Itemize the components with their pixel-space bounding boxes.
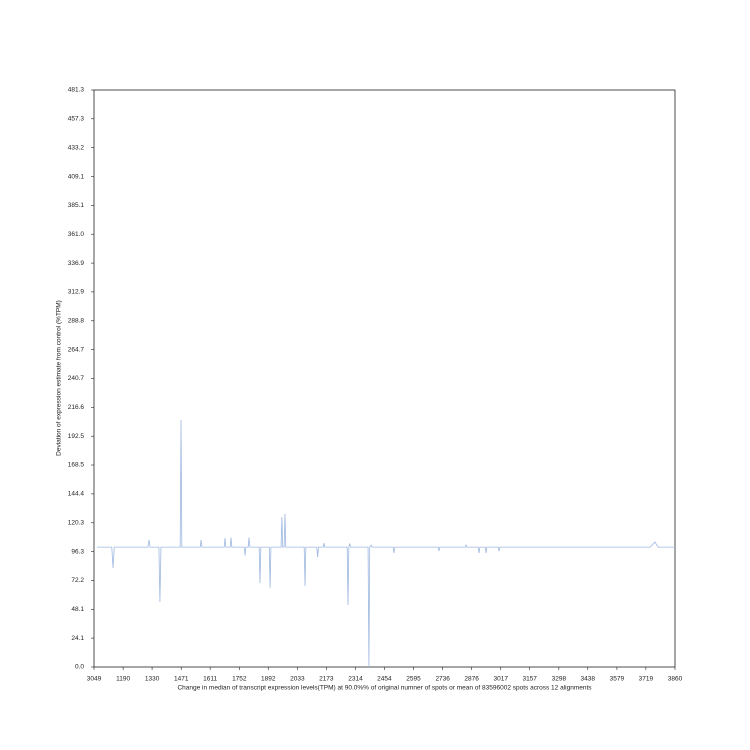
y-tick-label: 385.1 xyxy=(68,202,85,209)
y-tick-label: 288.8 xyxy=(68,317,85,324)
y-tick-label: 240.7 xyxy=(68,375,85,382)
y-tick-label: 72.2 xyxy=(71,577,84,584)
y-tick-label: 168.5 xyxy=(68,462,85,469)
x-tick-label: 3438 xyxy=(581,676,596,683)
y-tick-label: 264.7 xyxy=(68,346,85,353)
x-tick-label: 3049 xyxy=(87,676,102,683)
data-line xyxy=(96,420,675,668)
x-tick-label: 3579 xyxy=(610,676,625,683)
x-tick-label: 1330 xyxy=(145,676,160,683)
y-tick-label: 336.9 xyxy=(68,260,85,267)
y-tick-label: 409.1 xyxy=(68,173,85,180)
x-tick-label: 3860 xyxy=(668,676,683,683)
y-tick-label: 361.0 xyxy=(68,231,85,238)
x-tick-label: 2595 xyxy=(406,676,421,683)
y-tick-label: 457.3 xyxy=(68,115,85,122)
y-tick-label: 312.9 xyxy=(68,289,85,296)
x-tick-label: 1892 xyxy=(261,676,276,683)
x-tick-label: 2033 xyxy=(290,676,305,683)
x-tick-label: 2314 xyxy=(348,676,363,683)
x-tick-label: 2876 xyxy=(464,676,479,683)
x-tick-label: 2173 xyxy=(319,676,334,683)
y-tick-label: 24.1 xyxy=(71,635,84,642)
y-axis-label: Deviation of expression estimate from co… xyxy=(56,300,63,456)
x-tick-label: 1471 xyxy=(174,676,189,683)
y-tick-label: 144.4 xyxy=(68,491,85,498)
y-tick-label: 0.0 xyxy=(75,664,84,671)
y-tick-label: 120.3 xyxy=(68,519,85,526)
x-tick-label: 2736 xyxy=(435,676,450,683)
x-tick-label: 3017 xyxy=(494,676,509,683)
y-tick-label: 433.2 xyxy=(68,144,85,151)
y-tick-label: 96.3 xyxy=(71,548,84,555)
y-tick-label: 192.5 xyxy=(68,433,85,440)
x-tick-label: 3298 xyxy=(552,676,567,683)
x-tick-label: 3719 xyxy=(639,676,654,683)
x-tick-label: 1190 xyxy=(116,676,130,683)
y-tick-label: 48.1 xyxy=(71,606,84,613)
y-tick-label: 481.3 xyxy=(68,87,85,94)
x-tick-label: 1752 xyxy=(232,676,247,683)
plot-frame xyxy=(93,89,676,668)
x-tick-label: 1611 xyxy=(203,676,217,683)
x-tick-label: 2454 xyxy=(377,676,392,683)
x-tick-label: 3157 xyxy=(522,676,537,683)
x-axis-label: Change in median of transcript expressio… xyxy=(177,685,592,692)
y-tick-label: 216.6 xyxy=(68,404,85,411)
